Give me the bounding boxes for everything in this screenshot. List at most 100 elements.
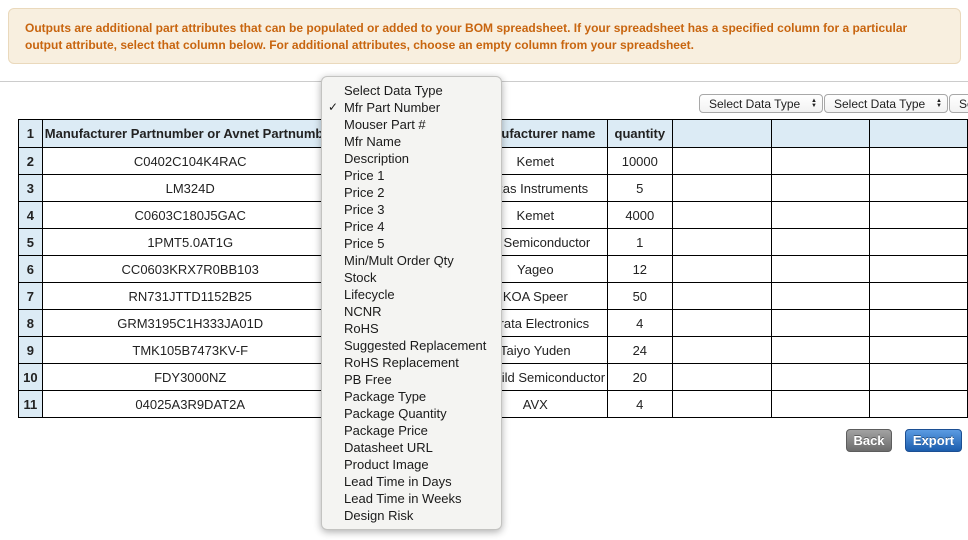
header-quantity: quantity [607,119,673,148]
menu-item[interactable]: Description [322,150,501,167]
cell-out1 [671,282,772,310]
cell-num: 4 [18,201,43,229]
menu-item-label: Description [344,151,410,166]
outputs-info-banner: Outputs are additional part attributes t… [8,8,961,64]
menu-item[interactable]: Price 5 [322,235,501,252]
cell-part: FDY3000NZ [41,363,339,391]
menu-item[interactable]: Lifecycle [322,286,501,303]
cell-qty: 24 [607,336,673,364]
data-type-select-3[interactable]: Select Data Type ▲▼ [949,94,968,113]
cell-out3 [869,336,968,364]
menu-item-label: Price 4 [344,219,385,234]
header-row-number: 1 [18,119,43,148]
cell-out3 [869,282,968,310]
cell-qty: 50 [607,282,673,310]
header-output-2 [770,119,871,148]
menu-item-label: Price 3 [344,202,385,217]
cell-out1 [671,390,772,418]
menu-item-label: Package Price [344,423,428,438]
menu-item-label: PB Free [344,372,392,387]
cell-num: 5 [18,228,43,256]
data-type-select-1[interactable]: Select Data Type ▲ ▼ [699,94,823,113]
menu-item-label: NCNR [344,304,382,319]
menu-item-label: Stock [344,270,377,285]
cell-out2 [770,390,871,418]
menu-item[interactable]: Price 2 [322,184,501,201]
menu-item[interactable]: Price 4 [322,218,501,235]
header-output-3 [869,119,968,148]
menu-item[interactable]: Lead Time in Weeks [322,490,501,507]
cell-out2 [770,309,871,337]
cell-out1 [671,228,772,256]
menu-item[interactable]: Price 3 [322,201,501,218]
cell-out2 [770,147,871,175]
menu-item[interactable]: Price 1 [322,167,501,184]
cell-num: 8 [18,309,43,337]
menu-item[interactable]: Product Image [322,456,501,473]
cell-out3 [869,255,968,283]
cell-out3 [869,309,968,337]
menu-item[interactable]: Package Quantity [322,405,501,422]
data-type-select-1-value: Select Data Type [709,96,801,111]
data-type-select-2[interactable]: Select Data Type ▲ ▼ [824,94,948,113]
cell-part: GRM3195C1H333JA01D [41,309,339,337]
menu-item[interactable]: Suggested Replacement [322,337,501,354]
menu-item[interactable]: Stock [322,269,501,286]
menu-item[interactable]: Select Data Type [322,82,501,99]
cell-out3 [869,174,968,202]
cell-qty: 5 [607,174,673,202]
menu-item-label: Mfr Name [344,134,402,149]
menu-item[interactable]: PB Free [322,371,501,388]
cell-out2 [770,201,871,229]
menu-item-label: Lead Time in Weeks [344,491,462,506]
data-type-select-3-value: Select Data Type [959,96,968,111]
cell-out2 [770,228,871,256]
menu-item-label: Lifecycle [344,287,395,302]
menu-item[interactable]: NCNR [322,303,501,320]
cell-out1 [671,174,772,202]
cell-qty: 20 [607,363,673,391]
menu-item-label: Price 2 [344,185,385,200]
cell-num: 3 [18,174,43,202]
menu-item[interactable]: Mouser Part # [322,116,501,133]
cell-num: 7 [18,282,43,310]
menu-item[interactable]: Min/Mult Order Qty [322,252,501,269]
header-part-number: Manufacturer Partnumber or Avnet Partnum… [41,119,339,148]
menu-item-label: Suggested Replacement [344,338,487,353]
menu-item-label: RoHS Replacement [344,355,459,370]
cell-part: RN731JTTD1152B25 [41,282,339,310]
menu-item[interactable]: Mfr Name [322,133,501,150]
menu-item[interactable]: Package Type [322,388,501,405]
menu-item[interactable]: RoHS [322,320,501,337]
menu-item-label: Design Risk [344,508,414,523]
menu-item-label: Min/Mult Order Qty [344,253,454,268]
header-output-1 [671,119,772,148]
menu-item[interactable]: Lead Time in Days [322,473,501,490]
export-button[interactable]: Export [905,429,962,452]
cell-out1 [671,363,772,391]
back-button[interactable]: Back [846,429,892,452]
cell-out2 [770,363,871,391]
cell-out3 [869,363,968,391]
cell-num: 2 [18,147,43,175]
cell-qty: 4 [607,390,673,418]
cell-part: LM324D [41,174,339,202]
menu-item[interactable]: Datasheet URL [322,439,501,456]
cell-part: TMK105B7473KV-F [41,336,339,364]
cell-out1 [671,255,772,283]
menu-item[interactable]: Design Risk [322,507,501,524]
action-buttons: Back Export [846,429,962,452]
menu-item[interactable]: ✓ Mfr Part Number [322,99,501,116]
menu-item[interactable]: Package Price [322,422,501,439]
cell-out1 [671,147,772,175]
cell-part: CC0603KRX7R0BB103 [41,255,339,283]
cell-out2 [770,174,871,202]
menu-item[interactable]: RoHS Replacement [322,354,501,371]
cell-part: 1PMT5.0AT1G [41,228,339,256]
cell-out1 [671,336,772,364]
cell-qty: 4 [607,309,673,337]
column-mapping-selects: Select Data Type ▲ ▼ Select Data Type ▲ ▼ … [0,94,968,114]
cell-out1 [671,309,772,337]
cell-part: C0603C180J5GAC [41,201,339,229]
cell-num: 10 [18,363,43,391]
